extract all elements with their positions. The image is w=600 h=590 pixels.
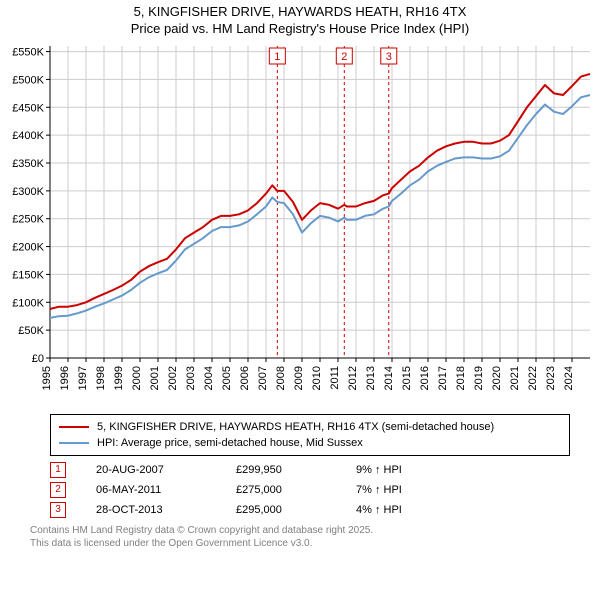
marker-row: 2 06-MAY-2011£275,0007% ↑ HPI	[50, 480, 570, 500]
svg-text:2018: 2018	[455, 366, 467, 390]
svg-text:£400K: £400K	[12, 130, 44, 142]
footer: Contains HM Land Registry data © Crown c…	[30, 524, 570, 550]
svg-text:1996: 1996	[59, 366, 71, 390]
footer-line1: Contains HM Land Registry data © Crown c…	[30, 524, 570, 537]
svg-text:£100K: £100K	[12, 297, 44, 309]
legend-row-1: 5, KINGFISHER DRIVE, HAYWARDS HEATH, RH1…	[59, 419, 561, 435]
svg-text:£50K: £50K	[18, 325, 44, 337]
svg-text:2020: 2020	[491, 366, 503, 390]
title-line1: 5, KINGFISHER DRIVE, HAYWARDS HEATH, RH1…	[0, 4, 600, 21]
svg-text:2: 2	[341, 51, 347, 63]
marker-number-box: 2	[50, 482, 66, 498]
marker-number-box: 1	[50, 462, 66, 478]
marker-date: 28-OCT-2013	[96, 504, 236, 516]
svg-text:2015: 2015	[401, 366, 413, 390]
marker-diff: 4% ↑ HPI	[356, 504, 456, 516]
svg-text:2022: 2022	[527, 366, 539, 390]
line-chart: £0 £50K £100K £150K £200K £250K £300K £350K £400…	[0, 38, 600, 408]
svg-text:£250K: £250K	[12, 213, 44, 225]
svg-text:1999: 1999	[113, 366, 125, 390]
svg-text:2009: 2009	[293, 366, 305, 390]
svg-text:2019: 2019	[473, 366, 485, 390]
svg-text:£200K: £200K	[12, 241, 44, 253]
svg-text:£300K: £300K	[12, 186, 44, 198]
svg-text:2014: 2014	[383, 366, 395, 390]
svg-text:2010: 2010	[311, 366, 323, 390]
svg-text:£550K: £550K	[12, 46, 44, 58]
svg-text:2012: 2012	[347, 366, 359, 390]
legend-label-1: 5, KINGFISHER DRIVE, HAYWARDS HEATH, RH1…	[97, 421, 494, 433]
chart-title: 5, KINGFISHER DRIVE, HAYWARDS HEATH, RH1…	[0, 0, 600, 38]
title-line2: Price paid vs. HM Land Registry's House …	[0, 21, 600, 38]
marker-diff: 9% ↑ HPI	[356, 464, 456, 476]
svg-text:2002: 2002	[167, 366, 179, 390]
svg-text:2003: 2003	[185, 366, 197, 390]
svg-text:2005: 2005	[221, 366, 233, 390]
svg-text:2000: 2000	[131, 366, 143, 390]
marker-diff: 7% ↑ HPI	[356, 484, 456, 496]
marker-price: £295,000	[236, 504, 356, 516]
marker-date: 20-AUG-2007	[96, 464, 236, 476]
svg-text:2008: 2008	[275, 366, 287, 390]
svg-text:1997: 1997	[77, 366, 89, 390]
svg-text:2024: 2024	[563, 366, 575, 390]
svg-text:2007: 2007	[257, 366, 269, 390]
svg-text:2016: 2016	[419, 366, 431, 390]
svg-text:2023: 2023	[545, 366, 557, 390]
svg-text:2004: 2004	[203, 366, 215, 390]
legend-label-2: HPI: Average price, semi-detached house,…	[97, 437, 363, 449]
svg-text:£350K: £350K	[12, 158, 44, 170]
markers-table: 1 20-AUG-2007£299,9509% ↑ HPI 2 06-MAY-2011…	[50, 460, 570, 520]
svg-text:£450K: £450K	[12, 102, 44, 114]
marker-price: £299,950	[236, 464, 356, 476]
footer-line2: This data is licensed under the Open Gov…	[30, 537, 570, 550]
svg-text:1995: 1995	[41, 366, 53, 390]
svg-text:2001: 2001	[149, 366, 161, 390]
svg-text:£0: £0	[32, 353, 44, 365]
svg-text:£500K: £500K	[12, 74, 44, 86]
svg-text:2011: 2011	[329, 366, 341, 390]
svg-text:2013: 2013	[365, 366, 377, 390]
svg-text:2017: 2017	[437, 366, 449, 390]
chart-area: £0 £50K £100K £150K £200K £250K £300K £350K £400…	[0, 38, 600, 408]
legend-row-2: HPI: Average price, semi-detached house,…	[59, 435, 561, 451]
marker-row: 3 28-OCT-2013£295,0004% ↑ HPI	[50, 500, 570, 520]
marker-date: 06-MAY-2011	[96, 484, 236, 496]
marker-row: 1 20-AUG-2007£299,9509% ↑ HPI	[50, 460, 570, 480]
svg-text:3: 3	[386, 51, 392, 63]
svg-text:2021: 2021	[509, 366, 521, 390]
marker-number-box: 3	[50, 502, 66, 518]
legend-line-2	[59, 442, 89, 444]
legend: 5, KINGFISHER DRIVE, HAYWARDS HEATH, RH1…	[50, 414, 570, 456]
svg-text:1998: 1998	[95, 366, 107, 390]
svg-text:£150K: £150K	[12, 269, 44, 281]
svg-text:1: 1	[274, 51, 280, 63]
legend-line-1	[59, 426, 89, 428]
svg-text:2006: 2006	[239, 366, 251, 390]
marker-price: £275,000	[236, 484, 356, 496]
